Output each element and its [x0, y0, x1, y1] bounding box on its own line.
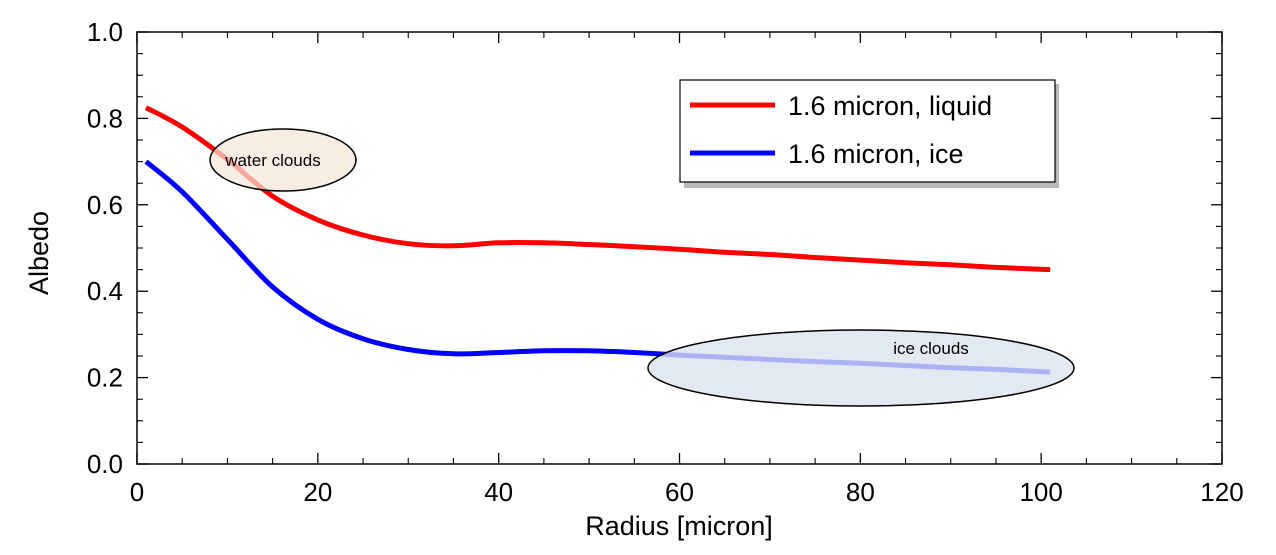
legend: 1.6 micron, liquid 1.6 micron, ice [679, 79, 1059, 188]
legend-box [679, 79, 1056, 183]
ice-clouds-label: ice clouds [893, 339, 969, 358]
water-clouds-label: water clouds [224, 151, 320, 170]
axis-ticks [136, 31, 1223, 465]
x-tick-labels: 0 20 40 60 80 100 120 [130, 477, 1244, 507]
ice-clouds-annotation: ice clouds [647, 329, 1075, 407]
y-tick-label: 1.0 [87, 17, 123, 47]
y-tick-label: 0.2 [87, 363, 123, 393]
legend-label-ice: 1.6 micron, ice [788, 139, 964, 169]
y-tick-label: 0.8 [87, 103, 123, 133]
y-tick-label: 0.4 [87, 276, 123, 306]
x-tick-label: 0 [130, 477, 144, 507]
y-tick-label: 0.6 [87, 190, 123, 220]
ice-clouds-ellipse [647, 329, 1075, 407]
y-axis-title: Albedo [24, 211, 54, 295]
x-tick-label: 60 [665, 477, 694, 507]
x-tick-label: 40 [484, 477, 513, 507]
x-tick-label: 80 [846, 477, 875, 507]
water-clouds-ellipse [209, 128, 357, 192]
y-tick-labels: 0.0 0.2 0.4 0.6 0.8 1.0 [87, 17, 123, 479]
y-tick-label: 0.0 [87, 449, 123, 479]
legend-label-liquid: 1.6 micron, liquid [788, 91, 992, 121]
water-clouds-annotation: water clouds [209, 128, 357, 192]
x-axis-title: Radius [micron] [585, 511, 773, 541]
x-tick-label: 100 [1019, 477, 1062, 507]
x-tick-label: 120 [1200, 477, 1243, 507]
series-line-liquid [144, 105, 1051, 273]
x-tick-label: 20 [303, 477, 332, 507]
